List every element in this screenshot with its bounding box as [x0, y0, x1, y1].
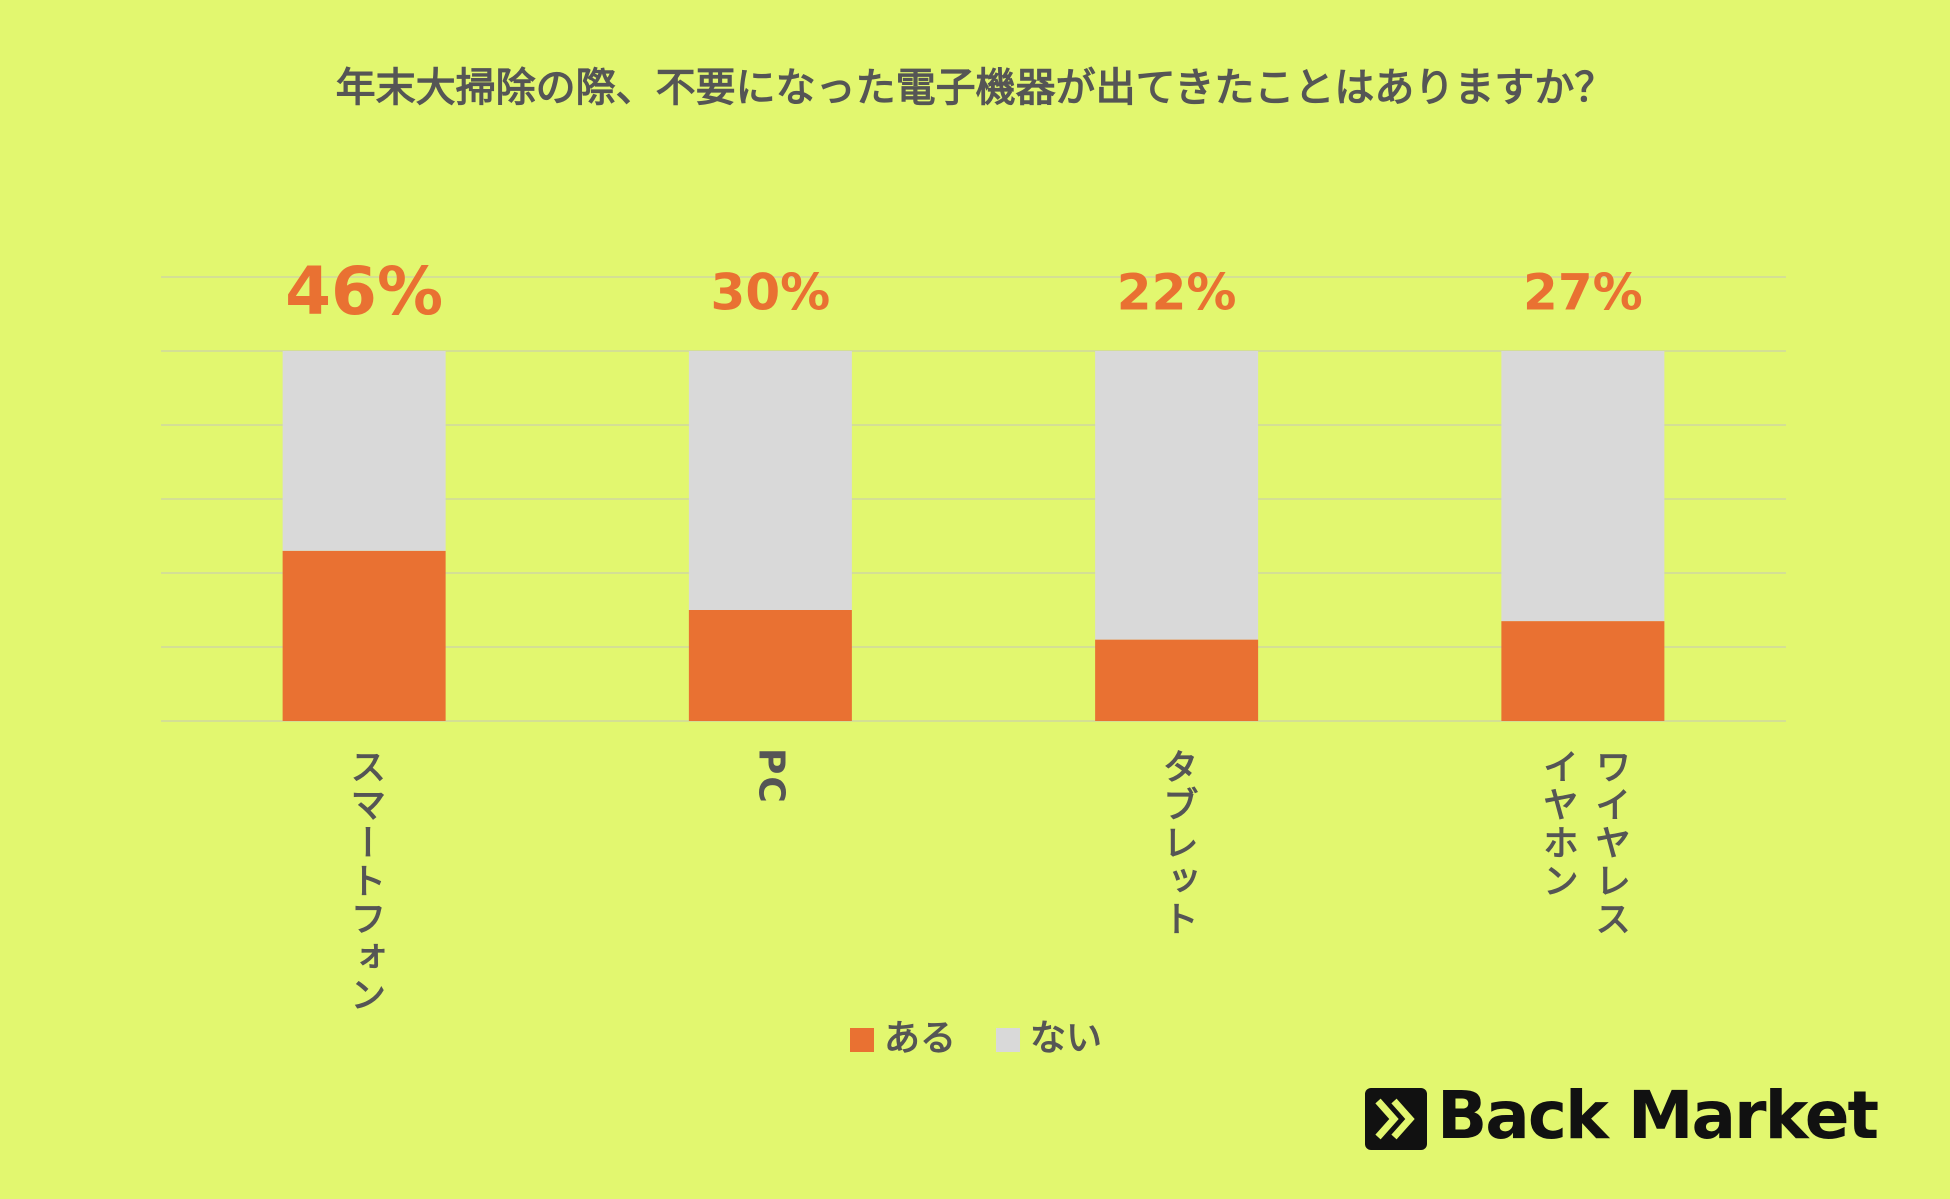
- logo-icon: [1365, 1088, 1427, 1150]
- legend-label: ない: [1030, 1018, 1102, 1059]
- bar-segment: [688, 610, 852, 721]
- bar-segment: [1095, 639, 1259, 721]
- x-tick-label: スマートフォン: [344, 748, 386, 1014]
- bar-segment: [1501, 351, 1665, 622]
- chart-title: 年末大掃除の際、不要になった電子機器が出てきたことはありますか？: [336, 65, 1615, 111]
- bar-segment: [1501, 621, 1665, 721]
- value-label: 27%: [1523, 264, 1643, 322]
- legend-label: ある: [884, 1018, 956, 1059]
- bar-segment: [1095, 351, 1259, 640]
- value-label: 30%: [711, 264, 831, 322]
- value-label: 46%: [285, 253, 443, 330]
- x-tick-label: ワイヤレス イヤホン: [1536, 748, 1631, 938]
- value-label: 22%: [1117, 264, 1237, 322]
- legend-swatch: [996, 1028, 1021, 1052]
- x-tick-label: PC: [750, 748, 792, 805]
- bar-segment: [282, 550, 446, 721]
- bar-segment: [282, 351, 446, 551]
- bar-segment: [688, 351, 852, 610]
- logo-text: Back Market: [1437, 1077, 1878, 1154]
- x-tick-label: タブレット: [1156, 748, 1198, 938]
- legend-swatch: [850, 1028, 874, 1052]
